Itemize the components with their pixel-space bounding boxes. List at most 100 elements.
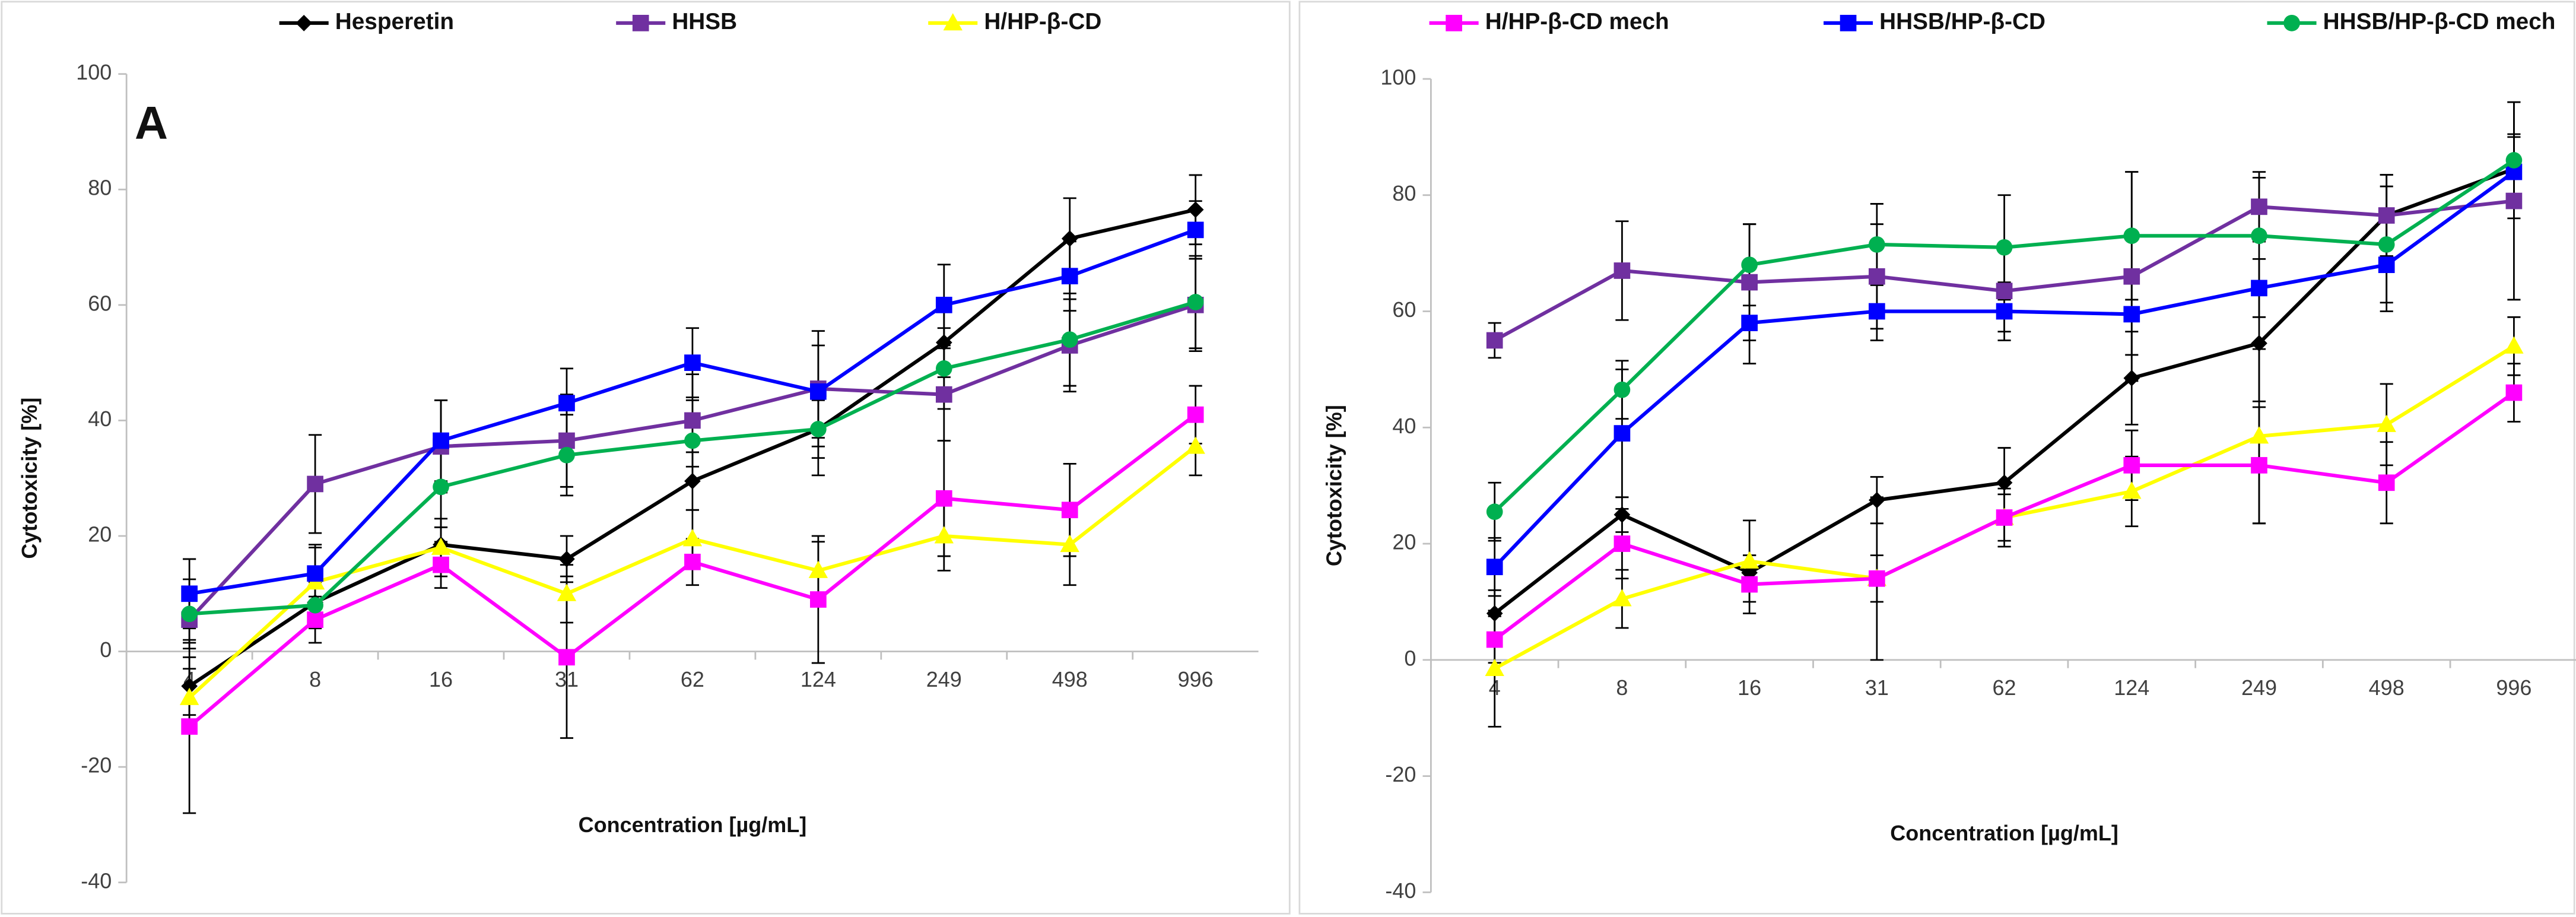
legend-marker <box>2283 15 2300 31</box>
data-point <box>1485 658 1504 676</box>
data-point <box>2123 457 2140 474</box>
y-tick-label: 40 <box>88 407 112 431</box>
data-point <box>1486 503 1503 521</box>
data-point <box>557 583 577 601</box>
y-tick-label: -20 <box>81 753 112 778</box>
data-point <box>1996 283 2013 300</box>
y-tick-label: -40 <box>81 868 112 893</box>
y-tick-label: 20 <box>88 522 112 547</box>
x-tick-label: 8 <box>309 667 321 691</box>
legend-label: H/HP-β-CD <box>984 9 1101 34</box>
data-point <box>2377 414 2396 432</box>
legend-label: HHSB/HP-β-CD mech <box>2323 9 2556 34</box>
data-point <box>307 475 323 493</box>
legend-label: HHSB/HP-β-CD <box>1879 9 2045 34</box>
data-point <box>1061 502 1078 519</box>
data-point <box>1060 534 1079 553</box>
legend-marker <box>632 15 649 31</box>
data-point <box>1186 436 1205 454</box>
data-point <box>2251 280 2267 297</box>
data-point <box>1741 256 1758 274</box>
data-point <box>181 678 198 694</box>
data-point <box>1061 230 1078 247</box>
data-point <box>2251 227 2267 245</box>
data-point <box>1187 294 1204 310</box>
data-point <box>1061 268 1078 285</box>
data-point <box>1613 425 1631 442</box>
panel-frame <box>1 1 1291 915</box>
data-point <box>1869 303 1885 320</box>
data-point <box>935 334 952 351</box>
data-point <box>1741 576 1758 593</box>
data-point <box>2378 474 2395 491</box>
data-point <box>684 472 701 490</box>
data-point <box>1486 332 1503 349</box>
data-point <box>1739 551 1759 569</box>
y-tick-label: -40 <box>1385 878 1416 903</box>
data-point <box>935 490 952 507</box>
data-point <box>1869 268 1885 285</box>
data-point <box>2505 192 2523 210</box>
x-axis-title: Concentration [µg/mL] <box>579 813 807 837</box>
data-point <box>684 553 701 570</box>
data-point <box>1612 589 1632 607</box>
data-point <box>935 386 952 403</box>
y-tick-label: 40 <box>1392 414 1416 438</box>
y-tick-label: 80 <box>1392 181 1416 205</box>
data-point <box>684 354 701 371</box>
data-point <box>1061 331 1078 348</box>
data-point <box>1996 509 2013 526</box>
data-point <box>2123 268 2140 285</box>
data-point <box>558 649 575 666</box>
y-tick-label: 0 <box>100 637 112 662</box>
legend-marker <box>1840 15 1857 31</box>
data-point <box>1187 221 1204 239</box>
data-point <box>558 446 575 464</box>
x-tick-label: 8 <box>1616 675 1628 700</box>
data-point <box>684 432 701 449</box>
data-point <box>1996 303 2013 320</box>
x-tick-label: 996 <box>2496 675 2531 700</box>
data-point <box>1741 274 1758 291</box>
x-axis-title: Concentration [µg/mL] <box>1890 821 2118 845</box>
data-point <box>935 360 952 377</box>
data-point <box>2123 227 2140 245</box>
data-point <box>1486 559 1503 576</box>
data-point <box>1869 570 1885 587</box>
legend-marker <box>1446 15 1462 31</box>
legend-marker <box>296 15 313 31</box>
x-tick-label: 124 <box>2114 675 2149 700</box>
data-point <box>2378 207 2395 224</box>
x-tick-label: 498 <box>2369 675 2405 700</box>
data-point <box>307 596 323 614</box>
data-point <box>934 526 954 544</box>
data-point <box>181 605 198 623</box>
data-point <box>1187 406 1204 423</box>
legend-marker <box>943 13 963 31</box>
data-point <box>810 591 827 608</box>
data-point <box>2251 457 2267 474</box>
data-point <box>935 297 952 313</box>
data-point <box>558 432 575 449</box>
panel-frame <box>1298 1 2575 915</box>
y-tick-label: 0 <box>1404 646 1416 670</box>
x-tick-label: 996 <box>1178 667 1214 691</box>
data-point <box>1613 535 1631 552</box>
data-point <box>684 412 701 429</box>
x-tick-label: 498 <box>1052 667 1088 691</box>
data-point <box>181 718 198 735</box>
data-point <box>1741 315 1758 331</box>
data-point <box>2251 198 2267 215</box>
data-point <box>2251 335 2267 352</box>
data-point <box>179 687 199 705</box>
data-point <box>2505 384 2523 401</box>
y-tick-label: -20 <box>1385 762 1416 786</box>
data-point <box>810 383 827 400</box>
data-point <box>2505 152 2523 169</box>
x-tick-label: 249 <box>2241 675 2277 700</box>
y-tick-label: 100 <box>76 60 112 84</box>
data-point <box>433 432 449 449</box>
y-axis-title: Cytotoxicity [%] <box>17 398 42 559</box>
data-point <box>682 529 703 547</box>
